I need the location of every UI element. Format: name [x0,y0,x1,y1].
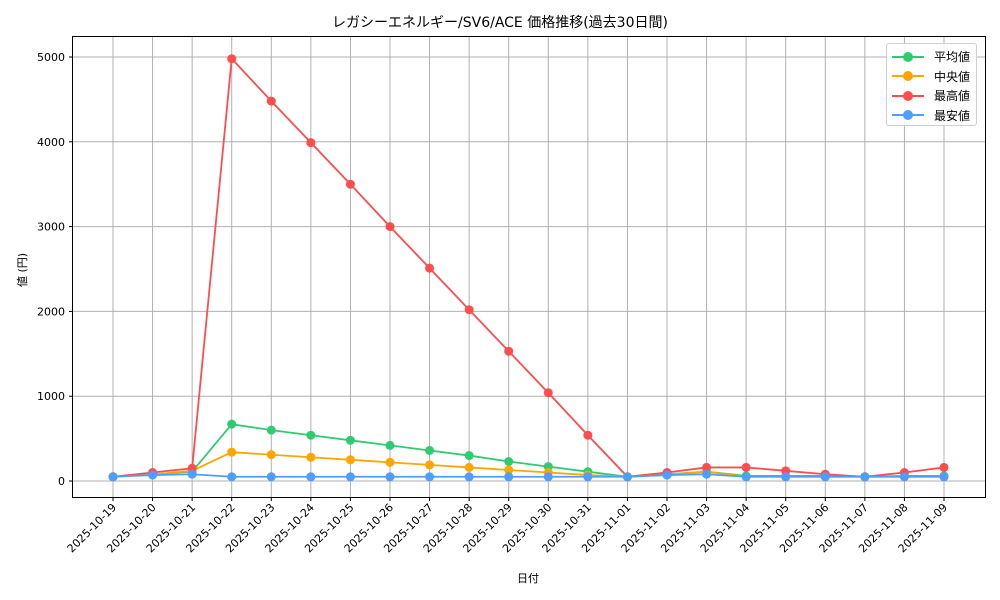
data-point [227,54,237,64]
data-point [108,472,118,482]
data-point [345,472,355,482]
legend-item: 中央値 [892,67,971,87]
data-point [622,472,632,482]
legend-item: 最高値 [892,86,971,106]
data-point [227,472,237,482]
data-point [464,462,474,472]
data-point [306,430,316,440]
data-point [227,419,237,429]
legend-label: 最安値 [934,108,971,123]
legend-label: 最高値 [934,89,971,104]
data-point [504,346,514,356]
data-point [227,447,237,457]
data-point [583,430,593,440]
data-point [266,472,276,482]
series-最安値 [108,469,949,482]
data-point [741,462,751,472]
data-point [464,305,474,315]
legend-item: 平均値 [892,47,971,67]
data-point [820,472,830,482]
data-point [385,472,395,482]
data-point [425,460,435,470]
y-axis-ticks: 0 1000 2000 3000 4000 5000 [37,51,73,488]
legend-marker-icon [892,90,924,102]
data-point [385,222,395,232]
legend-label: 中央値 [934,69,971,84]
grid-lines [73,37,985,497]
data-point [345,455,355,465]
series-line [112,423,944,478]
legend-marker-icon [892,70,924,82]
data-point [899,472,909,482]
data-point [306,472,316,482]
data-point [543,472,553,482]
data-point [702,469,712,479]
plot-frame [72,36,986,498]
data-point [266,425,276,435]
data-point [425,263,435,273]
data-point [345,435,355,445]
x-axis-label: 日付 [517,572,539,585]
data-point [504,465,514,475]
data-point [187,469,197,479]
chart-title: レガシーエネルギー/SV6/ACE 価格推移(過去30日間) [332,15,668,31]
data-point [306,452,316,462]
data-point [266,450,276,460]
data-point [464,472,474,482]
data-point [345,179,355,189]
y-tick-label: 3000 [37,221,65,234]
data-point [662,470,672,480]
data-point [504,456,514,466]
data-point [464,451,474,461]
x-axis-ticks: 2025-10-192025-10-202025-10-212025-10-22… [65,497,950,555]
data-point [781,472,791,482]
data-point [385,457,395,467]
legend-item: 最安値 [892,106,971,126]
legend-marker-icon [892,51,924,63]
data-point [504,472,514,482]
y-tick-label: 0 [58,475,65,488]
data-point [148,470,158,480]
data-point [583,472,593,482]
y-axis-label: 値 (円) [16,253,29,287]
data-point [425,472,435,482]
data-point [266,96,276,106]
y-tick-label: 1000 [37,390,65,403]
data-point [860,472,870,482]
data-point [702,462,712,472]
series-line [112,56,945,478]
y-tick-label: 2000 [37,305,65,318]
data-point [425,445,435,455]
legend-marker-icon [892,109,924,121]
data-point [939,472,949,482]
data-point [939,462,949,472]
legend-label: 平均値 [934,50,971,65]
data-point [306,138,316,148]
data-point [741,472,751,482]
data-point [543,388,553,398]
series-lines [108,54,949,482]
legend: 平均値中央値最高値最安値 [886,43,977,126]
y-tick-label: 4000 [37,136,65,149]
series-line [112,473,944,478]
data-point [385,440,395,450]
y-tick-label: 5000 [37,51,65,64]
series-最高値 [108,54,949,482]
